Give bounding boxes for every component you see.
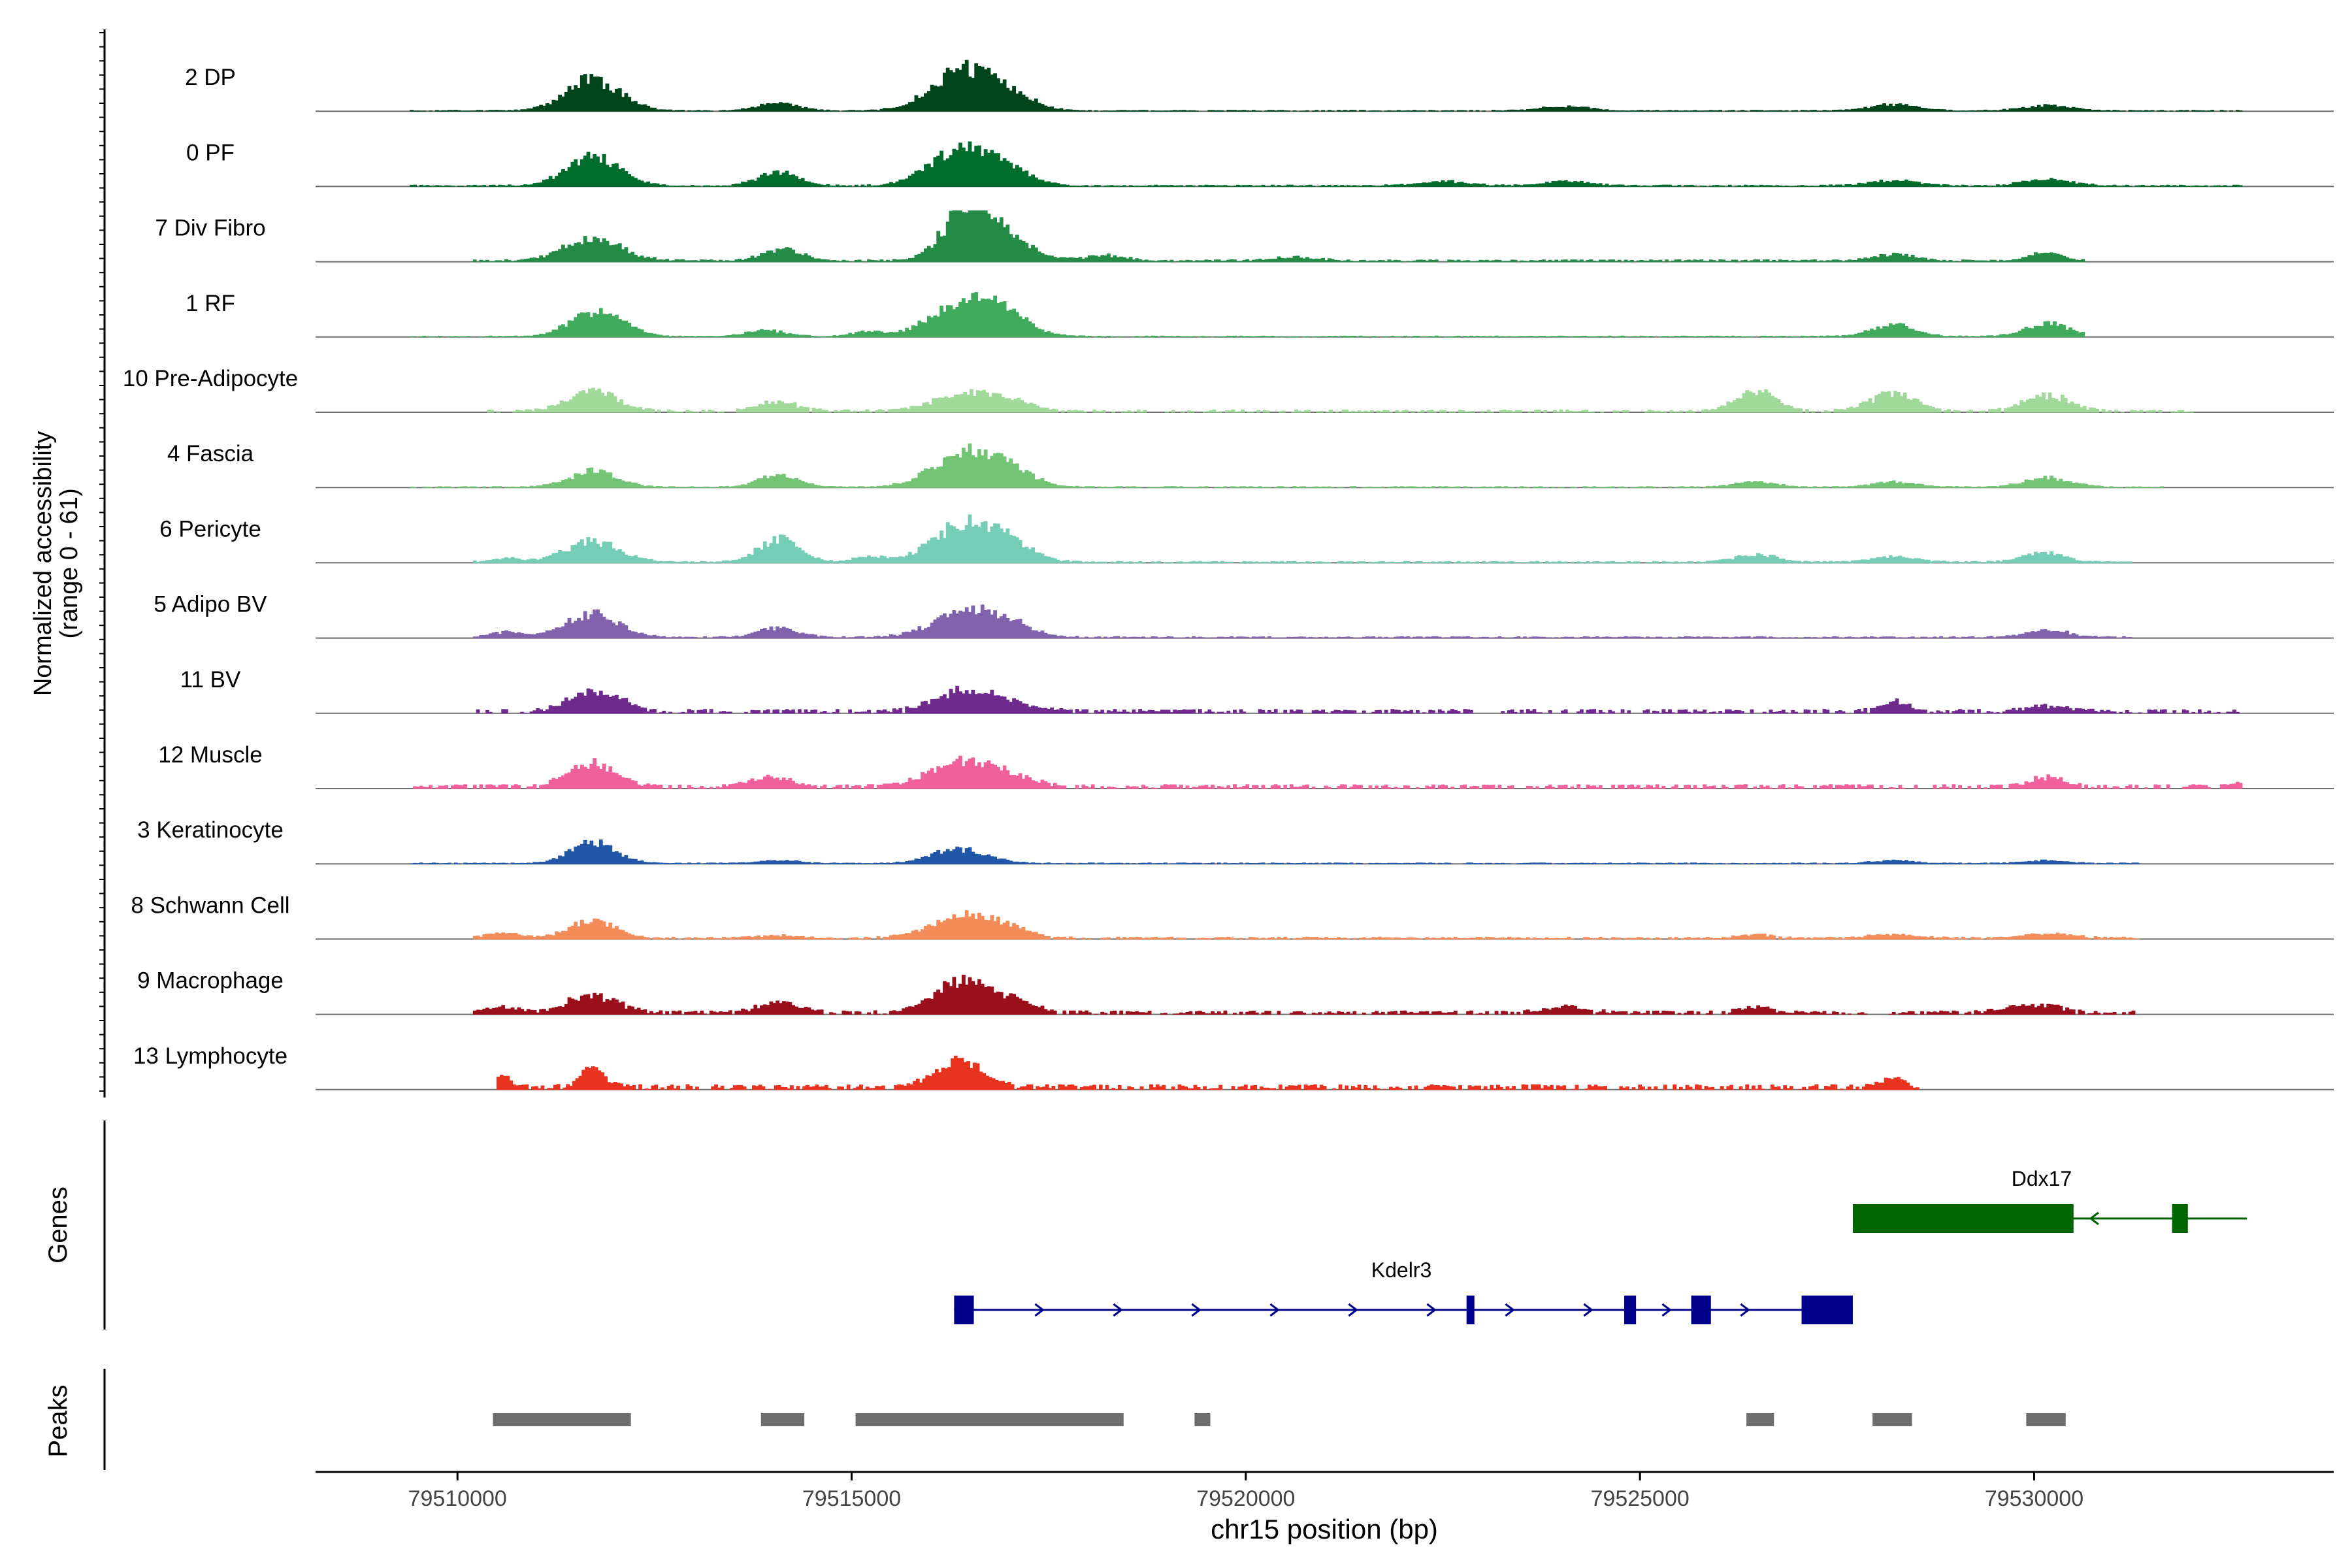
track-label: 12 Muscle	[158, 742, 263, 768]
peak-region	[1872, 1413, 1912, 1426]
track: 2 DP	[185, 59, 2334, 112]
x-tick-label: 79530000	[1985, 1486, 2083, 1511]
track-label: 9 Macrophage	[137, 968, 284, 994]
peak-region	[493, 1413, 631, 1426]
coverage-area	[410, 292, 2085, 338]
track-label: 8 Schwann Cell	[131, 892, 289, 918]
track: 5 Adipo BV	[154, 592, 2334, 639]
strand-arrow	[1661, 1303, 1672, 1317]
track-label: 1 RF	[186, 291, 235, 316]
peaks-panel	[103, 1369, 2066, 1470]
exon	[1801, 1296, 1853, 1324]
track-label: 3 Keratinocyte	[137, 817, 284, 843]
peak-region	[760, 1413, 805, 1426]
peak-region	[1194, 1413, 1211, 1426]
strand-arrow	[1113, 1303, 1123, 1317]
x-tick-label: 79515000	[802, 1486, 901, 1511]
track: 0 PF	[186, 140, 2334, 188]
track: 1 RF	[186, 291, 2334, 338]
peak-region	[855, 1413, 1124, 1426]
coverage-area	[472, 210, 2085, 263]
strand-arrow	[1348, 1303, 1358, 1317]
exon	[1466, 1296, 1475, 1324]
track-label: 7 Div Fibro	[155, 216, 265, 241]
exon	[1691, 1296, 1711, 1324]
track: 9 Macrophage	[137, 968, 2334, 1015]
x-axis-title: chr15 position (bp)	[1211, 1514, 1438, 1544]
x-tick-label: 79520000	[1196, 1486, 1295, 1511]
strand-arrow	[1034, 1303, 1045, 1317]
track: 8 Schwann Cell	[131, 892, 2334, 940]
track-label: 13 Lymphocyte	[133, 1043, 287, 1069]
strand-arrow	[1583, 1303, 1593, 1317]
track: 3 Keratinocyte	[137, 817, 2334, 865]
strand-arrow	[1191, 1303, 1201, 1317]
strand-arrow	[1505, 1303, 1515, 1317]
exon	[1624, 1296, 1637, 1324]
track-label: 4 Fascia	[167, 441, 254, 466]
coverage-area	[472, 514, 2132, 563]
x-tick-label: 79510000	[408, 1486, 507, 1511]
peak-region	[1746, 1413, 1774, 1426]
track: 10 Pre-Adipocyte	[123, 366, 2334, 413]
exon	[954, 1296, 974, 1324]
genes-panel-label: Genes	[44, 1186, 73, 1264]
track-label: 6 Pericyte	[159, 516, 261, 542]
strand-arrow	[1426, 1303, 1437, 1317]
coverage-area	[487, 387, 2194, 413]
strand-arrow	[2089, 1211, 2099, 1226]
track-label: 5 Adipo BV	[154, 592, 267, 617]
y-axis-title-line2: (range 0 - 61)	[56, 488, 83, 638]
coverage-area	[497, 1055, 1919, 1090]
track: 4 Fascia	[167, 441, 2334, 489]
y-axis-title-line1: Normalized accessibility	[29, 431, 57, 696]
coverage-area	[410, 141, 2243, 187]
track-label: 0 PF	[186, 140, 235, 165]
coverage-area	[410, 59, 2243, 112]
track: 12 Muscle	[158, 742, 2334, 789]
exon	[2172, 1204, 2188, 1233]
coverage-area	[413, 755, 2243, 789]
x-tick-label: 79525000	[1591, 1486, 1690, 1511]
track: 7 Div Fibro	[155, 210, 2334, 263]
coverage-tracks: 2 DP 0 PF 7 Div Fibro 1 RF 10 Pre-Adipocyte 4…	[99, 29, 2334, 1098]
coverage-area	[476, 685, 2240, 714]
coverage-area	[472, 974, 2136, 1015]
gene-name: Kdelr3	[1371, 1258, 1432, 1282]
gene-name: Ddx17	[2012, 1167, 2072, 1190]
exon	[1852, 1204, 2074, 1233]
track-label: 11 BV	[180, 667, 241, 693]
track-label: 10 Pre-Adipocyte	[123, 366, 298, 391]
track: 11 BV	[180, 667, 2334, 714]
gene: Ddx17	[1852, 1167, 2247, 1233]
track: 13 Lymphocyte	[133, 1043, 2334, 1090]
track: 6 Pericyte	[159, 514, 2334, 564]
coverage-area	[410, 840, 2141, 864]
genes-panel: Kdelr3 Ddx17	[103, 1120, 2247, 1330]
gene: Kdelr3	[954, 1258, 1853, 1324]
coverage-area	[472, 910, 2140, 939]
peaks-panel-label: Peaks	[44, 1384, 73, 1457]
coverage-area	[472, 604, 2132, 639]
coverage-area	[410, 443, 2164, 488]
track-label: 2 DP	[185, 65, 236, 90]
peak-region	[2026, 1413, 2066, 1426]
strand-arrow	[1740, 1303, 1750, 1317]
x-axis: 79510000 79515000 79520000 79525000 79530000	[316, 1471, 2334, 1511]
strand-arrow	[1269, 1303, 1280, 1317]
